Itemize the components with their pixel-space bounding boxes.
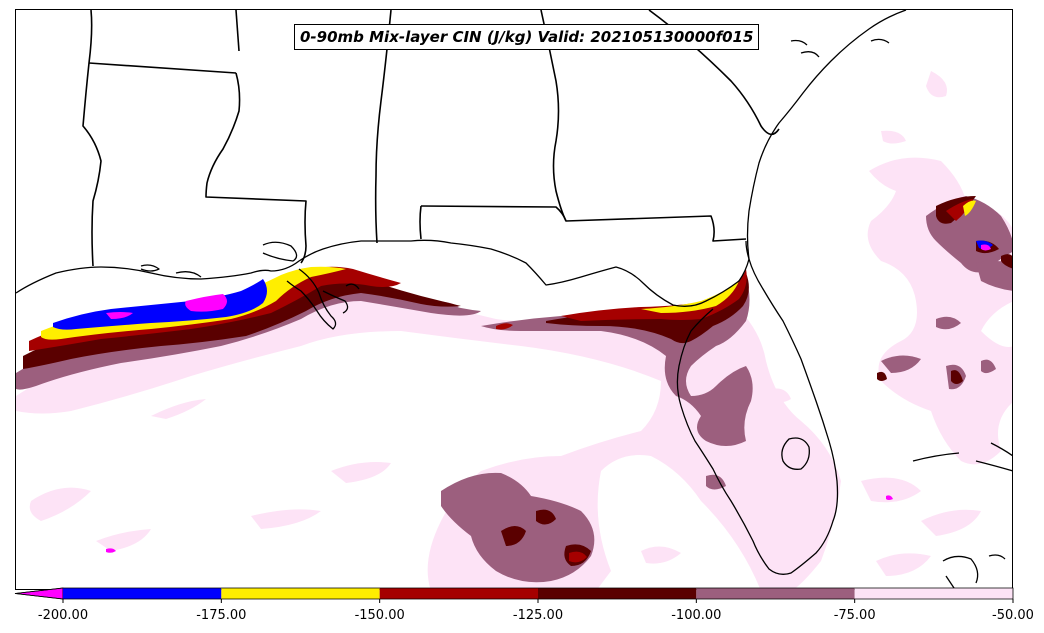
colorbar — [14, 587, 1014, 603]
cin-band-blue — [53, 240, 993, 330]
cin-field — [16, 71, 1012, 589]
colorbar-segment — [379, 588, 538, 599]
colorbar-segment — [696, 588, 855, 599]
colorbar-extend-triangle — [14, 587, 64, 600]
map-panel: 0-90mb Mix-layer CIN (J/kg) Valid: 20210… — [15, 9, 1013, 590]
cin-band-mauve — [16, 196, 1012, 583]
colorbar-segment — [221, 588, 380, 599]
colorbar-tick-label: -150.00 — [354, 608, 405, 623]
colorbar-tick-label: -175.00 — [196, 608, 247, 623]
coastlines — [16, 10, 1012, 589]
colorbar-tick-label: -125.00 — [512, 608, 564, 623]
cin-map — [16, 10, 1012, 589]
colorbar-tick-label: -75.00 — [833, 608, 876, 623]
colorbar-segment — [63, 588, 222, 599]
map-title: 0-90mb Mix-layer CIN (J/kg) Valid: 20210… — [294, 24, 760, 50]
colorbar-tick-label: -100.00 — [671, 608, 722, 623]
colorbar-tick-label: -200.00 — [37, 608, 89, 623]
state-borders — [82, 10, 780, 267]
colorbar-tick-label: -50.00 — [992, 608, 1034, 623]
colorbar-outline — [14, 587, 1014, 600]
colorbar-segment — [538, 588, 697, 599]
colorbar-segment — [854, 588, 1013, 599]
cin-band-magenta — [106, 244, 991, 553]
